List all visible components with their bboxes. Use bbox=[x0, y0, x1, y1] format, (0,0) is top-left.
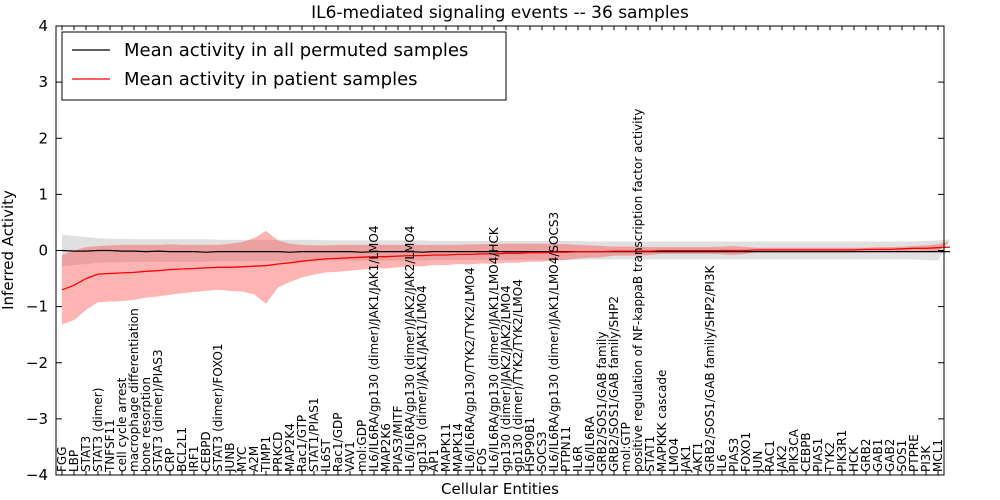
x-tick-label: FGG bbox=[55, 447, 69, 473]
x-tick-label: JAK2 bbox=[775, 445, 789, 473]
x-tick-label: PRKCD bbox=[271, 432, 285, 472]
x-tick-label: FOXO1 bbox=[739, 432, 753, 472]
y-axis-label: Inferred Activity bbox=[0, 190, 17, 310]
x-tick-label: IL6/IL6RA/gp130 (dimer)/JAK1/LMO4/SOCS3 bbox=[547, 212, 561, 472]
x-tick-label: Rac1/GTP bbox=[295, 415, 309, 472]
x-tick-label: Rac1/GDP bbox=[331, 413, 345, 472]
x-tick-label: MAP2K4 bbox=[283, 423, 297, 472]
x-tick-label: FOS bbox=[475, 448, 489, 472]
x-tick-label: MAPK14 bbox=[451, 423, 465, 472]
x-tick-label: LMO4 bbox=[667, 438, 681, 472]
x-tick-label: MAPK11 bbox=[439, 423, 453, 472]
x-tick-label: STAT3 bbox=[79, 436, 93, 472]
x-tick-label: PIK3R1 bbox=[835, 430, 849, 472]
x-tick-label: STAT3 (dimer) bbox=[91, 388, 105, 472]
y-tick-label: 3 bbox=[38, 73, 48, 91]
x-tick-label: PTPRE bbox=[907, 434, 921, 472]
x-tick-label: IL6/IL6RA bbox=[583, 415, 597, 472]
band-series-1 bbox=[62, 234, 950, 267]
x-tick-label: macrophage differentiation bbox=[127, 308, 141, 472]
y-tick-label: 0 bbox=[38, 242, 48, 260]
x-tick-label: MYC bbox=[235, 447, 249, 472]
y-tick-label: 4 bbox=[38, 17, 48, 35]
x-tick-label: AP1 bbox=[427, 449, 441, 472]
x-tick-label: PIAS3/MITF bbox=[391, 405, 405, 472]
x-tick-label: IL6ST bbox=[319, 439, 333, 472]
x-tick-label: HCK bbox=[847, 446, 861, 472]
x-tick-label: SOCS3 bbox=[535, 431, 549, 472]
series-lines bbox=[61, 246, 951, 291]
x-tick-label: CEBPD bbox=[199, 431, 213, 472]
legend-label-2: Mean activity in patient samples bbox=[124, 69, 418, 90]
x-tick-label: BCL2L1 bbox=[175, 427, 189, 472]
y-tick-label: −3 bbox=[26, 410, 48, 428]
x-tick-label: GRB2/SOS1/GAB family bbox=[595, 332, 609, 473]
x-tick-label: RAC1 bbox=[763, 440, 777, 472]
y-tick-label: 2 bbox=[38, 129, 48, 147]
x-tick-label: PTPN11 bbox=[559, 426, 573, 472]
legend-box bbox=[61, 31, 507, 101]
x-tick-label: GAB1 bbox=[871, 439, 885, 472]
x-tick-label: PIK3CA bbox=[787, 428, 801, 472]
y-tick-label: −1 bbox=[26, 298, 48, 316]
x-tick-label: mol:GTP bbox=[619, 422, 633, 472]
x-tick-label: bone resorption bbox=[139, 377, 153, 472]
x-tick-label: LBP bbox=[67, 450, 81, 472]
x-tick-label: STAT1/PIAS1 bbox=[307, 397, 321, 472]
line-series-2 bbox=[61, 246, 951, 291]
x-tick-label: GRB2 bbox=[859, 438, 873, 472]
x-tick-label: IL6R bbox=[571, 446, 585, 472]
x-tick-label: gp130 (dimer)/JAK1/JAK1/LMO4 bbox=[415, 285, 429, 472]
y-tick-label: 1 bbox=[38, 185, 48, 203]
x-tick-label: STAT1 bbox=[643, 436, 657, 472]
y-tick-label: −2 bbox=[26, 354, 48, 372]
x-tick-label: IL6/IL6RA/gp130 (dimer)/JAK1/JAK1/LMO4 bbox=[367, 226, 381, 472]
y-ticks: −4 −3 −2 −1 0 1 2 3 4 bbox=[26, 17, 944, 484]
x-tick-label: STAT3 (dimer)/FOXO1 bbox=[211, 343, 225, 472]
x-tick-label: IRF1 bbox=[187, 446, 201, 472]
x-tick-label: CEBPB bbox=[799, 432, 813, 472]
confidence-bands bbox=[62, 230, 950, 325]
line-series-1 bbox=[61, 249, 950, 253]
x-tick-label: VAV1 bbox=[343, 441, 357, 472]
y-tick-label: −4 bbox=[26, 466, 48, 484]
x-tick-label: GAB2 bbox=[883, 439, 897, 472]
x-tick-label: JAK1 bbox=[679, 445, 693, 473]
x-tick-label: IL6/IL6RA/gp130 (dimer)/JAK1/LMO4/HCK bbox=[487, 226, 501, 472]
x-tick-label: PI3K bbox=[919, 445, 933, 472]
chart-title: IL6-mediated signaling events -- 36 samp… bbox=[311, 3, 689, 23]
x-tick-label: positive regulation of NF-kappaB transcr… bbox=[631, 109, 645, 472]
legend: Mean activity in all permuted samples Mea… bbox=[61, 31, 507, 101]
x-tick-label: MCL1 bbox=[931, 439, 945, 472]
x-tick-label: GRB2/SOS1/GAB family/SHP2 bbox=[607, 296, 621, 472]
x-tick-label: PIAS3 bbox=[727, 438, 741, 472]
x-tick-label: GRB2/SOS1/GAB family/SHP2/PI3K bbox=[703, 264, 717, 472]
x-tick-label: A2M bbox=[247, 446, 261, 472]
x-tick-label: AKT1 bbox=[691, 442, 705, 472]
band-series-2 bbox=[62, 230, 950, 325]
x-tick-label: JUN bbox=[751, 451, 765, 473]
x-tick-label: HSP90B1 bbox=[523, 417, 537, 472]
x-tick-label: TYK2 bbox=[823, 442, 837, 473]
x-tick-label: IL6/IL6RA/gp130/TYK2/TYK2/LMO4 bbox=[463, 267, 477, 472]
x-tick-label: PIAS1 bbox=[811, 438, 825, 472]
x-tick-label: JUNB bbox=[223, 442, 237, 473]
x-tick-label: TNFSF11 bbox=[103, 419, 117, 473]
x-tick-label: mol:GDP bbox=[355, 420, 369, 472]
x-tick-label: IL6 bbox=[715, 454, 729, 472]
x-tick-label: cell cycle arrest bbox=[115, 377, 129, 472]
x-tick-label: MAPKKK cascade bbox=[655, 370, 669, 472]
x-tick-label: gp130 (dimer)/JAK2/JAK2/LMO4 bbox=[499, 285, 513, 472]
x-tick-label: IL6/IL6RA/gp130 (dimer)/JAK2/JAK2/LMO4 bbox=[403, 226, 417, 472]
x-tick-label: MAP2K6 bbox=[379, 423, 393, 472]
x-tick-label: SOS1 bbox=[895, 440, 909, 472]
x-tick-label: gp130 (dimer)/TYK2/TYK2/LMO4 bbox=[511, 279, 525, 472]
x-tick-label: STAT3 (dimer)/PIAS3 bbox=[151, 349, 165, 472]
legend-label-1: Mean activity in all permuted samples bbox=[124, 40, 468, 61]
x-axis-label: Cellular Entities bbox=[441, 480, 559, 498]
x-tick-label: TIMP1 bbox=[259, 436, 273, 473]
x-tick-label: CRP bbox=[163, 448, 177, 472]
